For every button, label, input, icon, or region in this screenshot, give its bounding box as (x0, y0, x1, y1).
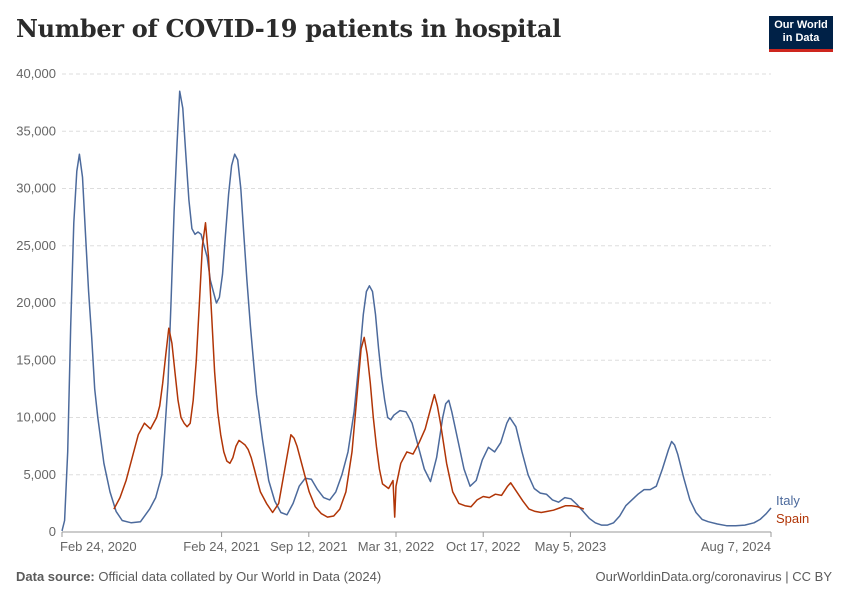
series-label-spain: Spain (776, 511, 809, 526)
series-line-spain (113, 222, 585, 518)
series-line-italy (61, 90, 772, 532)
gridlines (62, 73, 771, 476)
data-source: Data source: Official data collated by O… (16, 569, 381, 584)
y-tick-label: 10,000 (16, 410, 56, 425)
series-label-italy: Italy (776, 493, 800, 508)
y-tick-label: 25,000 (16, 238, 56, 253)
chart-title: Number of COVID-19 patients in hospital (16, 14, 561, 43)
y-tick-label: 15,000 (16, 352, 56, 367)
data-source-label: Data source: (16, 569, 95, 584)
license-text: | CC BY (785, 569, 832, 584)
y-tick-label: 40,000 (16, 66, 56, 81)
series-lines (61, 90, 772, 532)
x-tick-label: Sep 12, 2021 (270, 539, 347, 554)
x-tick-label: Feb 24, 2021 (183, 539, 260, 554)
y-axis-ticks: 0 5,000 10,000 15,000 20,000 25,000 30,000 35,0… (16, 66, 56, 539)
footer-credit: OurWorldinData.org/coronavirus | CC BY (595, 569, 832, 584)
y-tick-label: 30,000 (16, 181, 56, 196)
x-tick-label: Aug 7, 2024 (701, 539, 771, 554)
source-link[interactable]: OurWorldinData.org/coronavirus (595, 569, 782, 584)
x-tick-label: May 5, 2023 (535, 539, 607, 554)
x-tick-label: Feb 24, 2020 (60, 539, 137, 554)
x-tick-label: Mar 31, 2022 (358, 539, 435, 554)
x-tick-label: Oct 17, 2022 (446, 539, 520, 554)
x-axis: Feb 24, 2020 Feb 24, 2021 Sep 12, 2021 Mar … (60, 531, 772, 554)
y-tick-label: 20,000 (16, 295, 56, 310)
logo-line2: in Data (782, 32, 820, 44)
y-tick-label: 5,000 (23, 467, 56, 482)
y-tick-label: 35,000 (16, 123, 56, 138)
series-labels: Italy Spain (776, 493, 809, 526)
y-tick-label: 0 (49, 524, 56, 539)
owid-logo[interactable]: Our World in Data (769, 16, 833, 52)
data-source-text: Official data collated by Our World in D… (98, 569, 382, 584)
logo-line1: Our World (774, 19, 828, 31)
